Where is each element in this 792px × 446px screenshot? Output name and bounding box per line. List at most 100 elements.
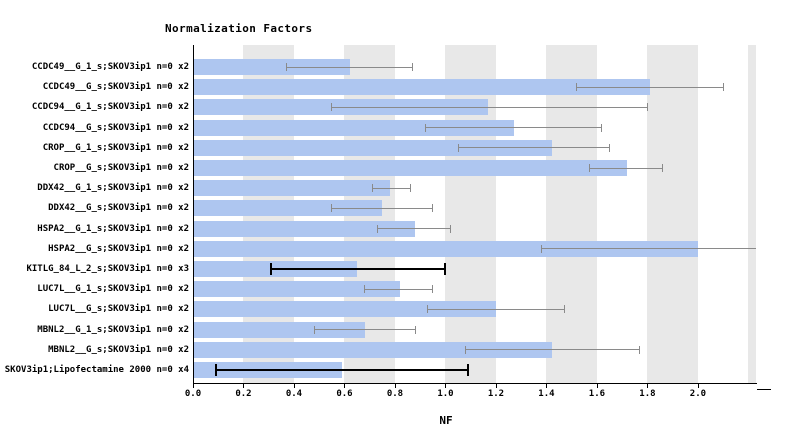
x-tick xyxy=(394,384,396,388)
bar xyxy=(193,301,496,318)
category-label: CCDC49__G_s;SKOV3ip1 n=0 x2 xyxy=(42,82,189,93)
error-bar-cap xyxy=(646,103,648,112)
category-label: LUC7L__G_s;SKOV3ip1 n=0 x2 xyxy=(48,304,189,315)
error-bar xyxy=(215,368,469,371)
x-tick-label: 1.2 xyxy=(487,389,505,399)
error-bar xyxy=(271,267,446,270)
x-tick xyxy=(697,384,699,388)
category-label: SKOV3ip1;Lipofectamine 2000 n=0 x4 xyxy=(4,364,189,375)
bar xyxy=(193,59,350,76)
bar xyxy=(193,119,514,136)
error-bar-cap xyxy=(364,285,366,294)
bar xyxy=(193,281,401,298)
error-bar-cap xyxy=(601,123,603,132)
error-bar-cap xyxy=(467,363,470,376)
error-bar-cap xyxy=(450,224,452,233)
bar xyxy=(193,200,383,217)
x-tick-label: 0.0 xyxy=(184,389,202,399)
background-band xyxy=(546,45,597,383)
background-band xyxy=(647,45,698,383)
category-label: CROP__G_1_s;SKOV3ip1 n=0 x2 xyxy=(42,142,189,153)
x-tick xyxy=(596,384,598,388)
y-axis-line xyxy=(193,45,194,384)
x-tick-label: 0.4 xyxy=(285,389,303,399)
error-bar-cap xyxy=(588,164,590,173)
bar xyxy=(193,180,390,197)
error-bar-cap xyxy=(331,204,333,213)
category-label: CROP__G_s;SKOV3ip1 n=0 x2 xyxy=(53,163,189,174)
category-label: HSPA2__G_s;SKOV3ip1 n=0 x2 xyxy=(48,243,189,254)
error-bar xyxy=(589,167,663,169)
error-bar xyxy=(331,106,648,108)
category-label: MBNL2__G_s;SKOV3ip1 n=0 x2 xyxy=(48,344,189,355)
x-tick-label: 1.0 xyxy=(437,389,454,399)
bar xyxy=(193,321,365,338)
error-bar-cap xyxy=(576,83,578,92)
error-bar xyxy=(458,147,610,149)
category-label: DDX42__G_s;SKOV3ip1 n=0 x2 xyxy=(48,203,189,214)
background-band xyxy=(748,45,756,383)
error-bar xyxy=(372,187,411,189)
category-label: CCDC49__G_1_s;SKOV3ip1 n=0 x2 xyxy=(31,62,189,73)
error-bar-cap xyxy=(444,262,447,275)
error-bar-cap xyxy=(662,164,664,173)
category-label: CCDC94__G_s;SKOV3ip1 n=0 x2 xyxy=(42,122,189,133)
category-label: MBNL2__G_1_s;SKOV3ip1 n=0 x2 xyxy=(37,324,189,335)
error-bar-cap xyxy=(371,184,373,193)
x-tick xyxy=(193,384,194,388)
category-label: HSPA2__G_1_s;SKOV3ip1 n=0 x2 xyxy=(37,223,189,234)
x-tick-label: 0.6 xyxy=(336,389,353,399)
error-bar xyxy=(541,248,756,250)
error-bar xyxy=(576,86,724,88)
x-tick-label: 0.8 xyxy=(386,389,404,399)
bar xyxy=(193,139,552,156)
error-bar xyxy=(364,288,433,290)
error-bar-cap xyxy=(414,325,416,334)
right-edge-tick xyxy=(757,389,771,390)
x-tick xyxy=(647,384,649,388)
error-bar-cap xyxy=(214,363,217,376)
bar xyxy=(193,341,552,358)
bar xyxy=(193,240,698,257)
error-bar-cap xyxy=(285,63,287,72)
error-bar-cap xyxy=(432,204,434,213)
x-tick-label: 1.4 xyxy=(538,389,555,399)
x-tick-label: 1.6 xyxy=(588,389,606,399)
error-bar xyxy=(465,349,640,351)
category-label: LUC7L__G_1_s;SKOV3ip1 n=0 x2 xyxy=(37,284,189,295)
error-bar-cap xyxy=(424,123,426,132)
error-bar-cap xyxy=(432,285,434,294)
error-bar-cap xyxy=(412,63,414,72)
error-bar-cap xyxy=(639,345,641,354)
plot-area xyxy=(193,45,756,383)
x-tick xyxy=(546,384,548,388)
category-label: CCDC94__G_1_s;SKOV3ip1 n=0 x2 xyxy=(31,102,189,113)
x-tick xyxy=(293,384,295,388)
error-bar xyxy=(286,66,413,68)
error-bar-cap xyxy=(427,305,429,314)
error-bar xyxy=(331,207,433,209)
error-bar-cap xyxy=(270,262,273,275)
error-bar xyxy=(425,127,602,129)
error-bar-cap xyxy=(563,305,565,314)
category-label: DDX42__G_1_s;SKOV3ip1 n=0 x2 xyxy=(37,183,189,194)
error-bar xyxy=(427,308,565,310)
error-bar-cap xyxy=(540,244,542,253)
x-tick-label: 0.2 xyxy=(235,389,252,399)
x-tick xyxy=(243,384,245,388)
error-bar xyxy=(377,228,451,230)
x-tick-label: 2.0 xyxy=(689,389,707,399)
error-bar xyxy=(314,329,416,331)
x-tick xyxy=(445,384,447,388)
category-label: KITLG_84_L_2_s;SKOV3ip1 n=0 x3 xyxy=(26,263,189,274)
x-axis-label: NF xyxy=(439,414,453,427)
error-bar-cap xyxy=(376,224,378,233)
bar xyxy=(193,220,416,237)
chart-title: Normalization Factors xyxy=(165,22,313,35)
error-bar-cap xyxy=(331,103,333,112)
error-bar-cap xyxy=(409,184,411,193)
error-bar-cap xyxy=(722,83,724,92)
x-axis-line xyxy=(193,383,757,384)
error-bar-cap xyxy=(457,143,459,152)
